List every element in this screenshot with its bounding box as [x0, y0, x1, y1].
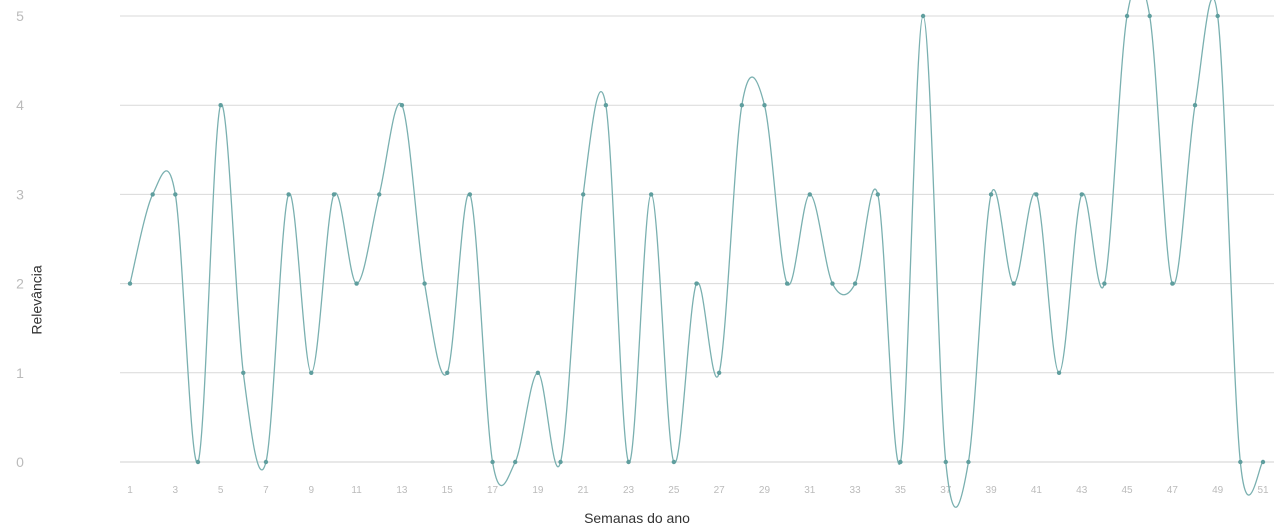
data-point [150, 192, 155, 197]
x-tick-label: 35 [895, 485, 907, 496]
data-point [263, 459, 269, 465]
data-point [331, 192, 337, 197]
data-point [1147, 13, 1152, 19]
data-point [762, 103, 767, 108]
series-line [129, 0, 1264, 508]
x-tick-label: 49 [1212, 485, 1224, 496]
data-point [1034, 192, 1039, 197]
x-tick-label: 7 [263, 485, 269, 496]
data-point [920, 13, 926, 19]
x-tick-label: 19 [532, 485, 544, 496]
data-point [1170, 281, 1175, 286]
data-point [218, 103, 223, 108]
x-tick-label: 31 [804, 485, 816, 496]
x-tick-label: 5 [218, 485, 224, 496]
x-tick-label: 27 [714, 485, 726, 496]
y-tick-label: 3 [16, 186, 24, 202]
data-point [513, 459, 518, 465]
x-tick-label: 3 [173, 485, 179, 496]
data-point [467, 192, 473, 197]
data-point [1192, 103, 1198, 108]
data-point [830, 281, 835, 286]
data-point [966, 459, 971, 465]
x-tick-label: 37 [940, 485, 952, 496]
y-tick-label: 1 [16, 365, 24, 381]
data-point [1238, 459, 1243, 465]
x-tick-label: 13 [396, 485, 408, 496]
data-point [399, 103, 405, 108]
data-point [739, 103, 745, 108]
data-point [377, 192, 382, 197]
data-point [1124, 13, 1130, 19]
x-tick-label: 51 [1257, 485, 1269, 496]
data-point [127, 281, 133, 286]
x-tick-label: 33 [850, 485, 862, 496]
x-tick-label: 47 [1167, 485, 1179, 496]
x-tick-label: 45 [1121, 485, 1133, 496]
data-point [354, 281, 359, 286]
x-tick-label: 25 [668, 485, 680, 496]
y-tick-label: 5 [16, 8, 24, 24]
data-point [807, 192, 812, 197]
x-tick-label: 43 [1076, 485, 1088, 496]
data-point [875, 192, 880, 197]
data-point [943, 459, 948, 465]
data-point [784, 281, 790, 286]
x-tick-label: 17 [487, 485, 499, 496]
data-point [988, 192, 994, 197]
data-point [648, 192, 654, 197]
data-point [852, 281, 858, 286]
data-point [626, 459, 631, 465]
x-tick-label: 39 [986, 485, 998, 496]
data-point [581, 192, 586, 197]
y-tick-label: 0 [16, 454, 24, 470]
data-point [694, 281, 699, 286]
x-tick-label: 23 [623, 485, 635, 496]
y-axis-label: Relevância [28, 265, 45, 335]
data-point [716, 370, 722, 375]
x-tick-label: 41 [1031, 485, 1043, 496]
y-tick-label: 2 [16, 276, 24, 292]
data-point [603, 103, 609, 108]
data-point [195, 459, 201, 465]
data-point [286, 192, 291, 197]
data-point [1056, 370, 1062, 375]
data-point [173, 192, 178, 197]
data-point [535, 370, 541, 375]
data-point [671, 459, 677, 465]
data-point [422, 281, 427, 286]
data-point [1260, 459, 1266, 465]
x-tick-label: 29 [759, 485, 771, 496]
data-point [898, 459, 903, 465]
x-tick-label: 1 [127, 485, 133, 496]
data-point [309, 370, 314, 375]
data-point [241, 370, 246, 375]
x-tick-label: 9 [308, 485, 314, 496]
data-point [1102, 281, 1107, 286]
y-tick-label: 4 [16, 97, 24, 113]
data-point [445, 370, 450, 375]
data-point [490, 459, 495, 465]
x-tick-label: 21 [578, 485, 590, 496]
data-point [1079, 192, 1084, 197]
data-point [1215, 13, 1220, 19]
x-tick-label: 11 [351, 485, 362, 496]
data-point [558, 459, 563, 465]
data-point [1011, 281, 1016, 286]
x-tick-label: 15 [442, 485, 454, 496]
x-axis-label: Semanas do ano [584, 510, 690, 526]
